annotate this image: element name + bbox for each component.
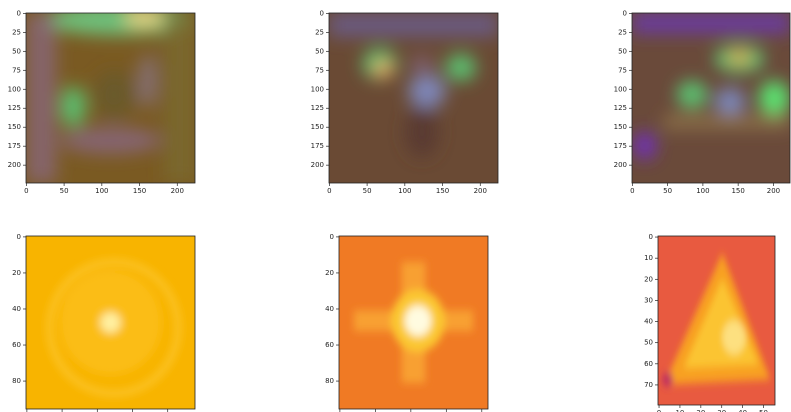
y-tick-label: 125: [311, 104, 324, 112]
x-tick-label: 150: [133, 187, 146, 195]
y-tick-label: 75: [315, 66, 324, 74]
y-tick-label: 25: [315, 28, 324, 36]
y-tick-label: 25: [12, 28, 21, 36]
x-tick-label: 0: [630, 187, 634, 195]
y-tick-label: 175: [311, 142, 324, 150]
y-tick-label: 70: [644, 381, 653, 389]
image: [658, 236, 775, 405]
x-tick-label: 50: [363, 187, 372, 195]
y-tick-label: 50: [618, 47, 627, 55]
y-tick-label: 100: [614, 85, 627, 93]
y-tick-label: 80: [12, 377, 21, 385]
y-tick-label: 60: [325, 341, 334, 349]
x-tick-label: 0: [327, 187, 331, 195]
y-tick-label: 125: [614, 104, 627, 112]
y-tick-label: 0: [320, 9, 324, 17]
x-tick-label: 200: [474, 187, 487, 195]
y-tick-label: 0: [330, 233, 334, 241]
y-tick-label: 50: [315, 47, 324, 55]
y-tick-label: 200: [614, 161, 627, 169]
y-tick-label: 60: [644, 360, 653, 368]
y-tick-label: 80: [325, 377, 334, 385]
y-tick-label: 30: [644, 296, 653, 304]
y-tick-label: 40: [12, 305, 21, 313]
image: [329, 13, 498, 183]
y-tick-label: 150: [311, 123, 324, 131]
y-tick-label: 125: [8, 104, 21, 112]
image: [339, 236, 488, 409]
y-tick-label: 20: [325, 269, 334, 277]
x-tick-label: 200: [767, 187, 780, 195]
x-tick-label: 50: [60, 187, 69, 195]
x-tick-label: 100: [95, 187, 108, 195]
y-tick-label: 0: [17, 233, 21, 241]
y-tick-label: 20: [12, 269, 21, 277]
x-tick-label: 150: [436, 187, 449, 195]
y-tick-label: 75: [12, 66, 21, 74]
y-tick-label: 150: [614, 123, 627, 131]
image: [26, 5, 195, 184]
y-tick-label: 25: [618, 28, 627, 36]
y-tick-label: 0: [649, 233, 653, 241]
y-tick-label: 0: [17, 9, 21, 17]
y-tick-label: 75: [618, 66, 627, 74]
y-tick-label: 10: [644, 254, 653, 262]
x-tick-label: 150: [731, 187, 744, 195]
image: [632, 13, 790, 183]
y-tick-label: 100: [8, 85, 21, 93]
y-tick-label: 50: [12, 47, 21, 55]
x-tick-label: 200: [171, 187, 184, 195]
figure: 0501001502000255075100125150175200050100…: [0, 0, 791, 412]
y-tick-label: 60: [12, 341, 21, 349]
y-tick-label: 40: [325, 305, 334, 313]
y-tick-label: 200: [311, 161, 324, 169]
y-tick-label: 0: [623, 9, 627, 17]
y-tick-label: 100: [311, 85, 324, 93]
y-tick-label: 200: [8, 161, 21, 169]
y-tick-label: 150: [8, 123, 21, 131]
y-tick-label: 175: [8, 142, 21, 150]
y-tick-label: 20: [644, 275, 653, 283]
x-tick-label: 100: [696, 187, 709, 195]
y-tick-label: 40: [644, 318, 653, 326]
x-tick-label: 50: [663, 187, 672, 195]
x-tick-label: 0: [24, 187, 28, 195]
y-tick-label: 175: [614, 142, 627, 150]
x-tick-label: 100: [398, 187, 411, 195]
y-tick-label: 50: [644, 339, 653, 347]
image: [26, 236, 195, 409]
